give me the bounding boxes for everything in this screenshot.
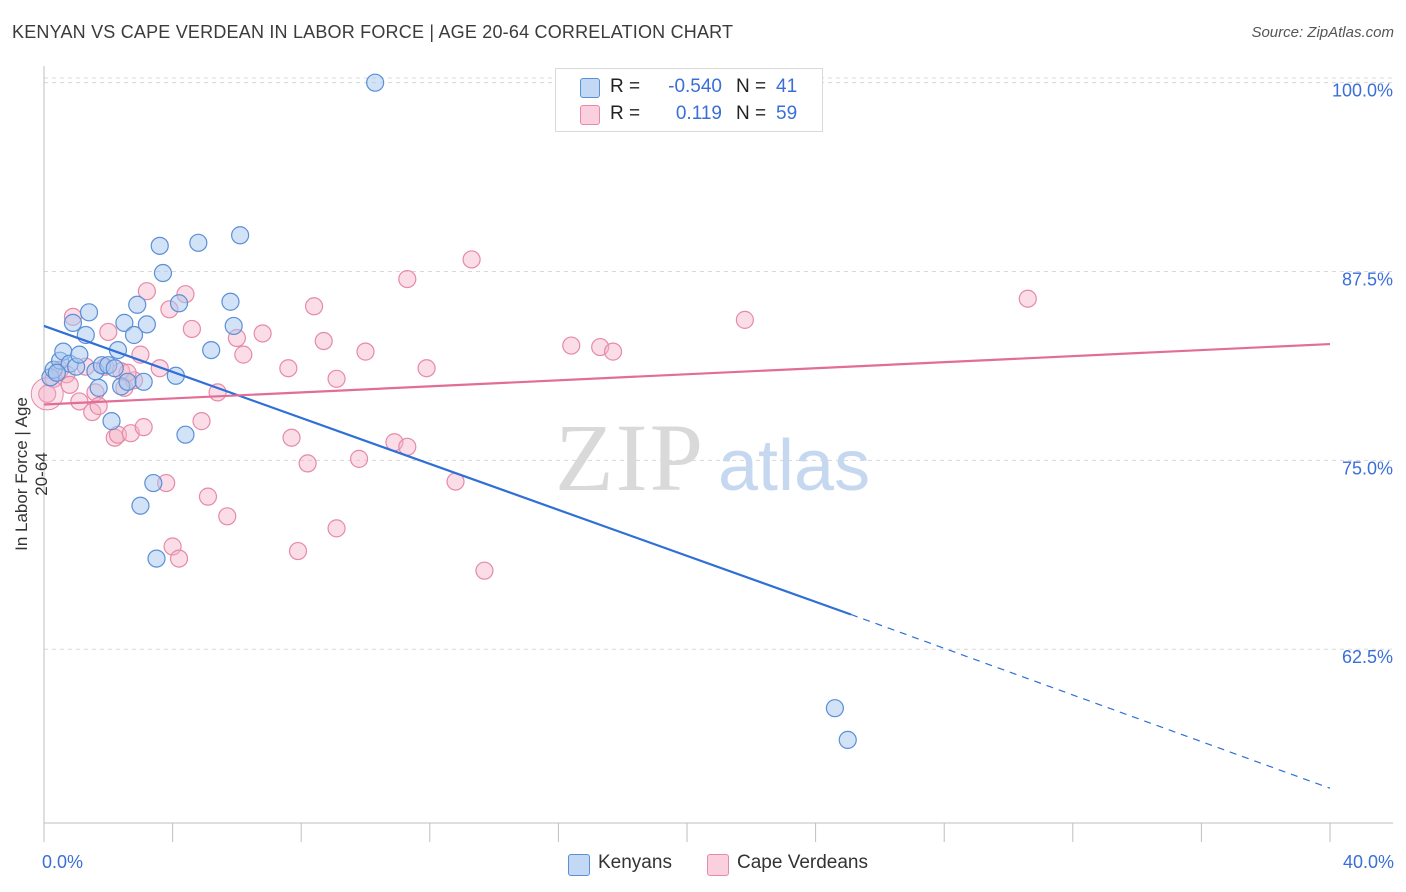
axes	[43, 66, 1393, 842]
kenyan-point	[118, 372, 137, 391]
kenyan-point	[147, 549, 166, 568]
kenyan-trend-line	[43, 324, 852, 616]
cape-verdean-point	[356, 342, 375, 361]
cape-verdean-point	[282, 428, 301, 447]
kenyan-point	[150, 236, 169, 255]
kenyan-point	[105, 359, 124, 378]
cape-verdean-point	[89, 396, 108, 416]
kenyan-point	[202, 340, 221, 360]
cape-verdean-point	[304, 297, 324, 316]
y-tick-label: 100.0%	[1332, 81, 1393, 101]
legend-swatch-kenyans	[568, 854, 590, 876]
watermark-zip: ZIP	[555, 404, 705, 511]
cape-verdean-point	[327, 369, 346, 388]
x-tick-min: 0.0%	[42, 852, 84, 872]
kenyan-point	[131, 496, 150, 515]
kenyan-trend-extension	[850, 613, 1331, 789]
legend-swatch-cape-verdeans	[580, 105, 600, 125]
kenyan-point	[189, 233, 208, 252]
kenyan-point	[115, 313, 134, 332]
legend-label-kenyans: Kenyans	[598, 852, 672, 873]
cape-verdean-point	[169, 549, 189, 568]
kenyan-point	[134, 372, 153, 391]
source-label: Source: ZipAtlas.com	[1251, 24, 1394, 41]
cape-verdean-point	[182, 319, 201, 339]
cape-verdean-trend-line	[43, 342, 1331, 406]
r-value: -0.540	[668, 76, 722, 97]
kenyan-points	[41, 73, 857, 750]
cape-verdean-point	[99, 322, 118, 342]
r-label: R =	[610, 76, 641, 97]
cape-verdean-point	[198, 487, 218, 506]
series-legend: Kenyans Cape Verdeans	[0, 852, 1406, 878]
kenyan-point	[825, 699, 844, 718]
n-value: 59	[776, 103, 798, 124]
legend-swatch-kenyans	[580, 78, 600, 98]
cape-verdean-point	[327, 519, 346, 538]
cape-verdean-point	[137, 282, 156, 301]
x-tick-max: 40.0%	[1342, 852, 1394, 872]
cape-verdean-point	[192, 412, 211, 431]
kenyan-point	[366, 73, 385, 92]
kenyan-point	[838, 730, 857, 750]
kenyan-point	[224, 316, 243, 336]
cape-verdean-point	[398, 269, 417, 289]
watermark: ZIP atlas	[555, 404, 870, 511]
correlation-legend: R = -0.540 N = 41 R = 0.119 N = 59	[555, 68, 823, 132]
cape-verdean-point	[253, 324, 272, 343]
r-label: R =	[610, 103, 641, 124]
kenyan-point	[137, 315, 156, 334]
kenyan-point	[124, 325, 144, 345]
kenyan-point	[231, 226, 250, 245]
trend-lines	[43, 324, 1331, 789]
cape-verdean-point	[234, 345, 253, 364]
kenyan-point	[70, 345, 89, 364]
cape-verdean-point	[314, 331, 333, 351]
y-tick-labels: 62.5% 75.0% 87.5% 100.0%	[1332, 81, 1393, 668]
cape-verdean-point	[134, 418, 153, 437]
legend-swatch-cape-verdeans	[707, 854, 729, 876]
cape-verdean-point	[1018, 289, 1037, 308]
y-tick-label: 75.0%	[1342, 458, 1393, 478]
y-tick-label: 87.5%	[1342, 270, 1393, 290]
cape-verdean-point	[562, 336, 581, 355]
kenyan-point	[128, 295, 147, 314]
kenyan-point	[169, 294, 189, 313]
kenyan-point	[79, 303, 99, 322]
n-label: N =	[736, 103, 767, 124]
cape-verdean-point	[349, 449, 369, 468]
kenyan-point	[63, 313, 83, 332]
cape-verdean-point	[279, 359, 298, 378]
legend-label-cape-verdeans: Cape Verdeans	[737, 852, 868, 873]
cape-verdean-point	[288, 541, 308, 561]
kenyan-point	[47, 363, 66, 382]
kenyan-point	[221, 292, 240, 311]
chart-title: KENYAN VS CAPE VERDEAN IN LABOR FORCE | …	[12, 22, 734, 42]
cape-verdean-point	[218, 507, 237, 526]
cape-verdean-point	[298, 454, 317, 473]
cape-verdean-point	[462, 250, 481, 269]
n-value: 41	[776, 76, 798, 97]
cape-verdean-point	[417, 359, 436, 378]
cape-verdean-point	[735, 310, 754, 329]
n-label: N =	[736, 76, 767, 97]
cape-verdean-point	[603, 342, 623, 361]
grid-lines	[44, 77, 1393, 650]
kenyan-point	[153, 263, 173, 283]
cape-verdean-point	[475, 561, 494, 580]
y-tick-label: 62.5%	[1342, 647, 1393, 667]
watermark-atlas: atlas	[718, 426, 870, 506]
kenyan-point	[89, 378, 108, 397]
kenyan-point	[102, 412, 121, 431]
r-value: 0.119	[675, 103, 722, 124]
cape-verdean-point	[60, 375, 79, 394]
y-axis-label: In Labor Force | Age 20-64	[12, 397, 51, 551]
kenyan-point	[176, 425, 195, 444]
kenyan-point	[144, 473, 163, 493]
